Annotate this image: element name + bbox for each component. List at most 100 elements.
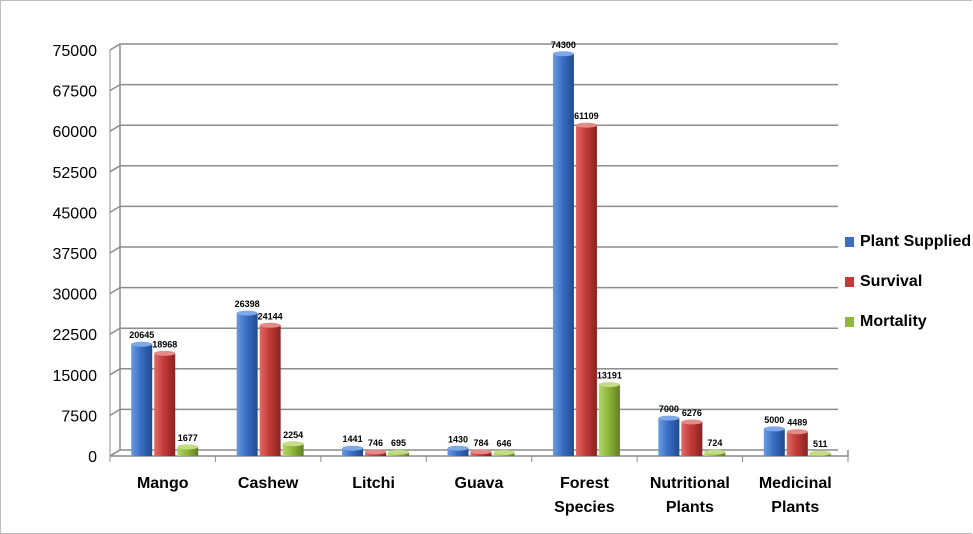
bar-mortality [598,384,620,456]
x-tick-label: Species [554,499,615,516]
gridline [109,205,838,214]
x-tick-label: Guava [455,475,504,492]
data-label-survival: 61109 [574,111,599,121]
data-label-mortality: 2254 [283,430,303,440]
legend-label-plant-supplied: Plant Supplied [860,233,972,250]
legend-item-mortality: Mortality [845,312,973,332]
gridline [109,327,838,335]
bar-cap-plant-supplied [131,341,153,347]
bar-survival [259,325,281,456]
legend-swatch-survival [845,277,854,287]
y-tick-label: 67500 [53,84,98,101]
y-tick-label: 37500 [53,246,98,263]
x-tick-label: Medicinal [759,475,832,492]
y-tick-label: 30000 [53,287,98,304]
legend-swatch-mortality [845,317,854,327]
bar-cap-survival [681,419,703,425]
y-tick-label: 45000 [53,205,98,222]
data-label-plant-supplied: 7000 [659,404,679,414]
bar-plant-supplied [342,448,364,456]
gridline [109,83,838,92]
bar-cap-plant-supplied [447,445,469,451]
axes [109,44,849,462]
x-tick-label: Mango [137,475,189,492]
x-tick-label: Litchi [352,475,395,492]
bar-cap-survival [786,429,808,435]
bar-mortality [282,443,304,456]
bar-survival [786,431,808,456]
bar-plant-supplied [447,448,469,456]
bar-plant-supplied [236,313,258,456]
gridline [109,286,838,295]
data-label-plant-supplied: 74300 [551,40,576,50]
bar-cap-mortality [493,450,515,456]
bar-cap-plant-supplied [763,426,785,432]
data-label-plant-supplied: 5000 [764,415,784,425]
bar-cap-mortality [282,441,304,447]
bar-plant-supplied [552,53,574,456]
data-label-plant-supplied: 1430 [448,434,468,444]
data-label-survival: 18968 [152,339,177,349]
gridline [109,43,838,51]
data-label-survival: 4489 [787,418,807,428]
data-label-survival: 746 [368,438,383,448]
data-label-survival: 24144 [258,311,283,321]
bar-survival [575,125,597,457]
legend: Plant Supplied Survival Mortality [845,232,973,352]
gridline [109,165,838,173]
legend-item-survival: Survival [845,272,973,292]
gridlines [109,43,838,457]
x-tick-label: Forest [560,475,610,492]
bar-cap-survival [365,449,387,455]
data-label-mortality: 724 [707,438,722,448]
data-label-plant-supplied: 26398 [235,299,260,309]
x-axis-tick-labels: Mango Cashew Litchi Guava Forest Species Nutri… [137,475,832,516]
y-tick-label: 15000 [53,368,98,385]
bar-plant-supplied [658,418,680,456]
gridline [109,246,838,254]
legend-item-plant-supplied: Plant Supplied [845,232,973,252]
bar-cap-survival [575,122,597,128]
bar-cap-survival [154,350,176,356]
y-tick-label: 0 [88,449,97,466]
bar-cap-plant-supplied [236,310,258,316]
y-tick-label: 7500 [61,408,97,425]
data-label-survival: 6276 [682,408,702,418]
bar-cap-plant-supplied [342,445,364,451]
bar-cap-mortality [598,382,620,388]
data-label-plant-supplied: 1441 [343,434,363,444]
bar-survival [154,353,176,456]
bar-cap-plant-supplied [658,415,680,421]
legend-label-survival: Survival [860,273,923,290]
data-label-mortality: 13191 [597,371,622,381]
x-tick-label: Plants [666,499,714,516]
y-tick-label: 75000 [53,43,98,60]
data-label-mortality: 695 [391,438,406,448]
bar-plant-supplied [131,344,153,456]
legend-label-mortality: Mortality [860,313,927,330]
bar-cap-plant-supplied [552,51,574,57]
y-axis-tick-labels: 0 7500 15000 22500 30000 37500 45000 52500 60000… [53,43,98,466]
bar-cap-mortality [177,444,199,450]
y-tick-label: 60000 [53,124,98,141]
y-axis-line [109,44,121,457]
data-label-mortality: 511 [813,439,828,449]
bar-cap-mortality [704,449,726,455]
legend-swatch-plant-supplied [845,237,854,247]
bar-cap-survival [259,322,281,328]
gridline [109,368,838,376]
y-tick-label: 52500 [53,165,98,182]
gridline [109,408,838,417]
x-tick-label: Cashew [238,475,299,492]
gridline [109,124,838,132]
y-tick-label: 22500 [53,327,98,344]
bar-survival [681,422,703,456]
bar-cap-mortality [809,450,831,456]
data-label-mortality: 646 [496,439,511,449]
data-label-survival: 784 [473,438,488,448]
bars [131,51,831,457]
x-tick-label: Nutritional [650,475,730,492]
bar-plant-supplied [763,428,785,456]
